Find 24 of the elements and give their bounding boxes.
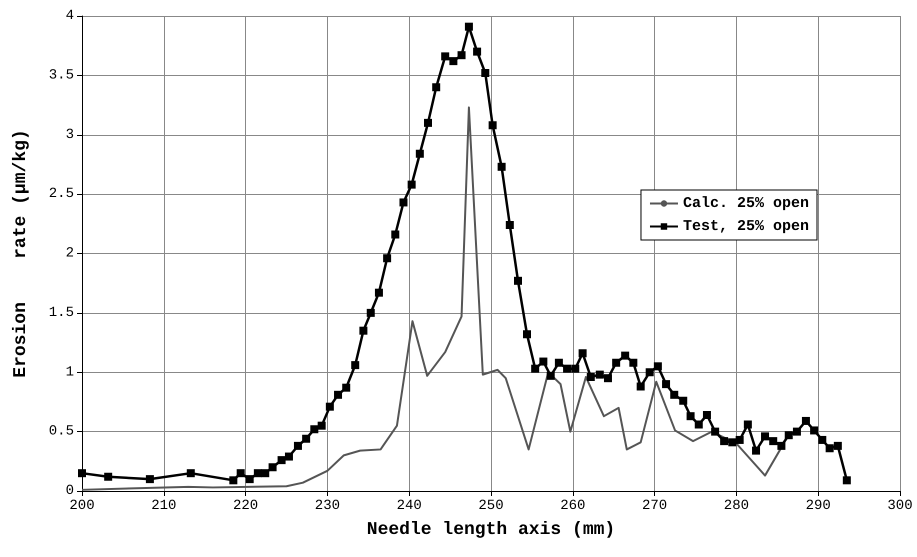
x-tick-label: 270 — [642, 498, 668, 514]
y-axis-title: Erosion rate (µm/kg) — [11, 129, 31, 378]
y-tick-label: 3.5 — [48, 67, 74, 84]
y-tick-label: 2.5 — [48, 186, 74, 202]
legend-label: Calc. 25% open — [682, 195, 810, 212]
x-tick-label: 250 — [478, 498, 504, 514]
x-tick-label: 240 — [396, 498, 422, 514]
x-tick-label: 300 — [887, 498, 913, 514]
x-tick-label: 200 — [69, 498, 95, 514]
y-tick-label: 0 — [66, 483, 74, 499]
x-tick-label: 280 — [724, 498, 750, 514]
y-tick-label: 1 — [66, 364, 74, 380]
x-tick-label: 260 — [560, 498, 586, 514]
y-tick-label: 0.5 — [48, 424, 74, 440]
x-tick-label: 220 — [232, 498, 258, 514]
x-tick-label: 210 — [151, 498, 176, 514]
y-tick-label: 3 — [66, 126, 74, 143]
x-tick-label: 290 — [806, 498, 831, 514]
y-tick-label: 4 — [66, 8, 74, 24]
y-tick-label: 1.5 — [48, 304, 74, 321]
legend-label: Test, 25% open — [682, 218, 810, 235]
x-tick-label: 230 — [314, 498, 340, 514]
y-tick-label: 2 — [66, 246, 74, 262]
x-axis-title: Needle length axis (mm) — [366, 520, 616, 540]
